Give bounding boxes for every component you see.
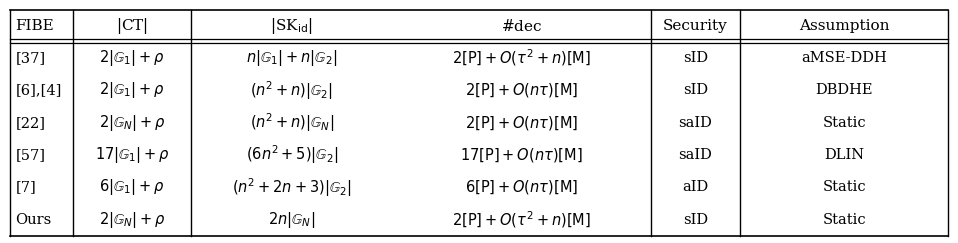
Text: $17|\mathbb{G}_1| + \rho$: $17|\mathbb{G}_1| + \rho$	[95, 145, 170, 165]
Text: $2[\mathrm{P}] + O(n\tau)[\mathrm{M}]$: $2[\mathrm{P}] + O(n\tau)[\mathrm{M}]$	[465, 114, 579, 132]
Text: Assumption: Assumption	[799, 19, 889, 33]
Text: sID: sID	[683, 83, 708, 97]
Text: DBDHE: DBDHE	[815, 83, 873, 97]
Text: [22]: [22]	[15, 116, 45, 130]
Text: aMSE-DDH: aMSE-DDH	[801, 51, 887, 65]
Text: $6[\mathrm{P}] + O(n\tau)[\mathrm{M}]$: $6[\mathrm{P}] + O(n\tau)[\mathrm{M}]$	[465, 178, 579, 196]
Text: $2|\mathbb{G}_N| + \rho$: $2|\mathbb{G}_N| + \rho$	[99, 113, 166, 133]
Text: [7]: [7]	[15, 180, 36, 194]
Text: [57]: [57]	[15, 148, 45, 162]
Text: [6],[4]: [6],[4]	[15, 83, 61, 97]
Text: $2[\mathrm{P}] + O(\tau^2 + n)[\mathrm{M}]$: $2[\mathrm{P}] + O(\tau^2 + n)[\mathrm{M…	[452, 209, 591, 230]
Text: $2[\mathrm{P}] + O(n\tau)[\mathrm{M}]$: $2[\mathrm{P}] + O(n\tau)[\mathrm{M}]$	[465, 81, 579, 99]
Text: $(6n^2 + 5)|\mathbb{G}_2|$: $(6n^2 + 5)|\mathbb{G}_2|$	[245, 144, 338, 166]
Text: sID: sID	[683, 51, 708, 65]
Text: $(n^2 + n)|\mathbb{G}_2|$: $(n^2 + n)|\mathbb{G}_2|$	[250, 79, 333, 102]
Text: $n|\mathbb{G}_1| + n|\mathbb{G}_2|$: $n|\mathbb{G}_1| + n|\mathbb{G}_2|$	[246, 48, 337, 68]
Text: $2|\mathbb{G}_1| + \rho$: $2|\mathbb{G}_1| + \rho$	[100, 48, 165, 68]
Text: $6|\mathbb{G}_1| + \rho$: $6|\mathbb{G}_1| + \rho$	[100, 177, 165, 197]
Text: Static: Static	[822, 213, 866, 226]
Text: $17[\mathrm{P}] + O(n\tau)[\mathrm{M}]$: $17[\mathrm{P}] + O(n\tau)[\mathrm{M}]$	[461, 146, 583, 164]
Text: $2[\mathrm{P}] + O(\tau^2 + n)[\mathrm{M}]$: $2[\mathrm{P}] + O(\tau^2 + n)[\mathrm{M…	[452, 48, 591, 69]
Text: FIBE: FIBE	[15, 19, 54, 33]
Text: $|$CT$|$: $|$CT$|$	[116, 16, 148, 36]
Text: $\#$dec: $\#$dec	[501, 18, 542, 34]
Text: sID: sID	[683, 213, 708, 226]
Text: Static: Static	[822, 180, 866, 194]
Text: aID: aID	[682, 180, 709, 194]
Text: saID: saID	[678, 116, 713, 130]
Text: Security: Security	[663, 19, 728, 33]
Text: Ours: Ours	[15, 213, 52, 226]
Text: $(n^2 + n)|\mathbb{G}_N|$: $(n^2 + n)|\mathbb{G}_N|$	[250, 111, 333, 134]
Text: DLIN: DLIN	[824, 148, 864, 162]
Text: $(n^2 + 2n + 3)|\mathbb{G}_2|$: $(n^2 + 2n + 3)|\mathbb{G}_2|$	[232, 176, 352, 199]
Text: Static: Static	[822, 116, 866, 130]
Text: $2n|\mathbb{G}_N|$: $2n|\mathbb{G}_N|$	[268, 209, 315, 230]
Text: $2|\mathbb{G}_N| + \rho$: $2|\mathbb{G}_N| + \rho$	[99, 209, 166, 230]
Text: [37]: [37]	[15, 51, 45, 65]
Text: $2|\mathbb{G}_1| + \rho$: $2|\mathbb{G}_1| + \rho$	[100, 80, 165, 100]
Text: $|$SK$_\mathrm{id}|$: $|$SK$_\mathrm{id}|$	[270, 16, 313, 36]
Text: saID: saID	[678, 148, 713, 162]
